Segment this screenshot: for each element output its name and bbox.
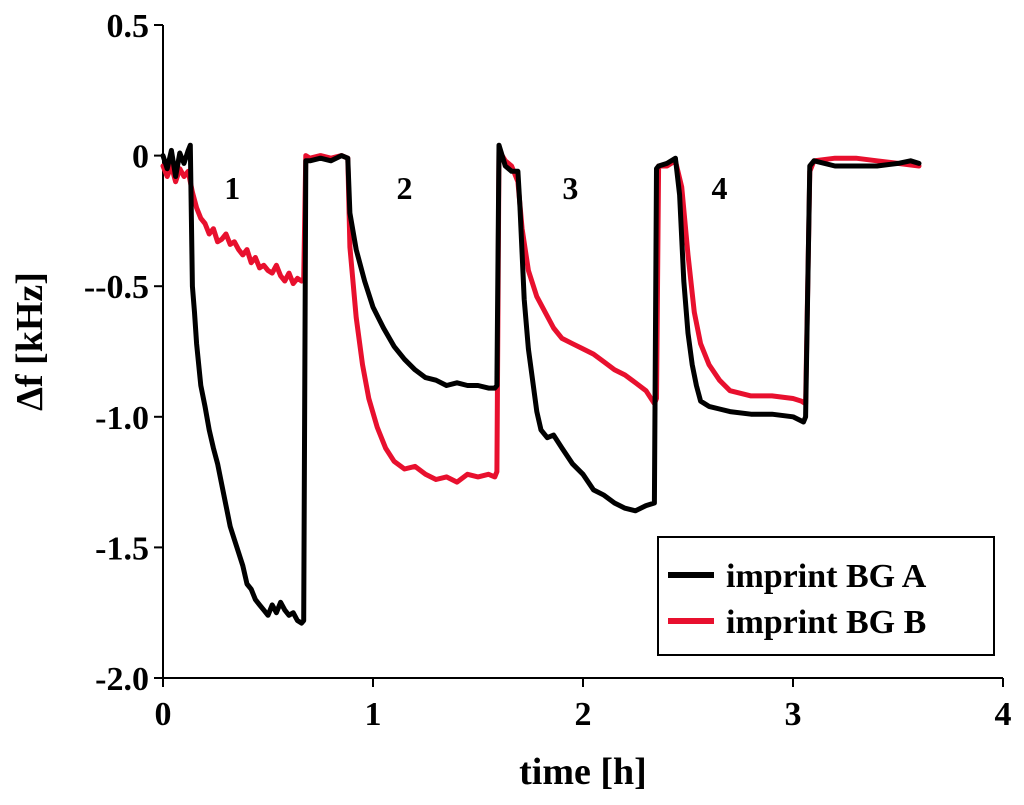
y-tick-label: 0	[132, 139, 149, 176]
y-tick-label: -1.5	[95, 530, 149, 567]
legend-label-imprint-bg-a: imprint BG A	[726, 558, 927, 595]
legend: imprint BG A imprint BG B	[657, 536, 995, 656]
x-tick-label: 4	[995, 696, 1012, 733]
x-tick-label: 2	[575, 696, 592, 733]
x-tick-label: 0	[155, 696, 172, 733]
x-tick-label: 1	[365, 696, 382, 733]
y-axis-label: Δf [kHz]	[9, 272, 51, 411]
labels-layer: 1 2 3 4	[224, 170, 727, 206]
series-line-imprint-bg-a	[160, 142, 922, 626]
step-label: 4	[712, 170, 728, 206]
legend-box	[657, 536, 995, 656]
x-tick-label: 3	[785, 696, 802, 733]
step-label: 1	[224, 170, 240, 206]
series-layer	[160, 142, 922, 626]
legend-label-imprint-bg-b: imprint BG B	[726, 604, 926, 641]
x-axis-label: time [h]	[519, 751, 647, 793]
y-tick-label: --0.5	[84, 269, 149, 306]
step-label: 2	[397, 170, 413, 206]
step-label: 3	[562, 170, 578, 206]
y-tick-label: 0.5	[107, 8, 150, 45]
y-tick-label: -2.0	[95, 661, 149, 698]
series-line-imprint-bg-b	[160, 147, 922, 485]
y-tick-label: -1.0	[95, 400, 149, 437]
